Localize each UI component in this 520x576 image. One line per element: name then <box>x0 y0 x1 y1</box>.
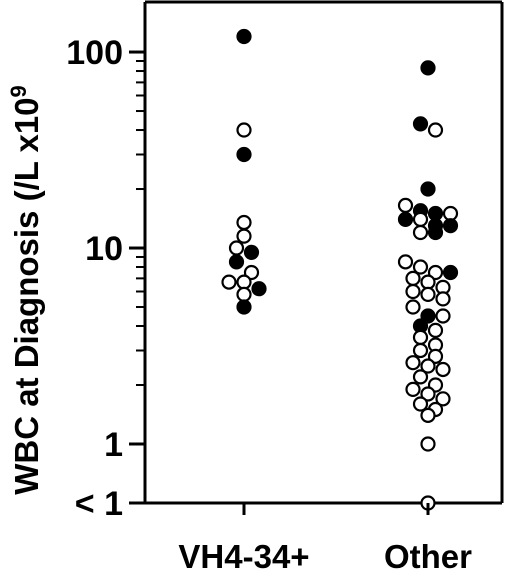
open-data-point <box>427 264 444 281</box>
x-category-label: VH4-34+ <box>178 538 309 575</box>
y-tick-label: 100 <box>66 34 123 72</box>
axes-group <box>143 0 504 505</box>
open-data-point <box>420 286 436 302</box>
filled-data-point <box>236 146 252 163</box>
open-data-point <box>435 291 451 307</box>
open-data-point <box>243 264 260 281</box>
filled-data-point <box>427 224 444 241</box>
open-data-point <box>420 436 436 452</box>
open-data-point <box>427 348 444 364</box>
open-data-point <box>427 322 444 338</box>
filled-data-point <box>236 28 252 45</box>
open-data-point <box>405 381 421 397</box>
open-data-point <box>405 299 421 315</box>
filled-data-point <box>442 264 459 281</box>
filled-data-point <box>420 308 436 324</box>
filled-data-point <box>442 218 459 234</box>
open-data-point <box>412 342 429 359</box>
open-data-point <box>405 355 421 371</box>
open-data-point <box>412 396 429 412</box>
open-data-point <box>427 122 444 138</box>
x-category-label: Other <box>384 538 472 575</box>
open-data-point <box>236 286 252 302</box>
filled-data-point <box>251 281 267 297</box>
y-axis-title: WBC at Diagnosis (/L x109 <box>6 85 45 495</box>
open-data-point <box>236 228 252 244</box>
open-data-point <box>236 122 252 138</box>
category-labels-group: VH4-34+ Other <box>178 503 472 575</box>
open-data-point <box>412 369 429 385</box>
markers-group <box>221 28 459 511</box>
open-data-point <box>397 197 414 213</box>
open-data-point <box>236 214 252 231</box>
filled-data-point <box>427 205 444 222</box>
open-data-point <box>435 361 451 378</box>
open-data-point <box>221 274 237 290</box>
filled-data-point <box>243 244 260 260</box>
filled-data-point <box>420 181 436 197</box>
open-data-point <box>397 254 414 270</box>
filled-data-point <box>228 254 245 270</box>
open-data-point <box>228 240 245 256</box>
open-data-point <box>442 205 459 222</box>
open-data-point <box>412 329 429 345</box>
open-data-point <box>405 283 421 300</box>
y-tick-label: 10 <box>85 230 123 268</box>
open-data-point <box>405 270 421 286</box>
open-data-point <box>420 407 436 423</box>
open-data-point <box>420 358 436 374</box>
y-tick-label: 1 <box>104 426 123 464</box>
open-data-point <box>435 391 451 407</box>
open-data-point <box>420 386 436 402</box>
filled-data-point <box>412 116 429 132</box>
y-tick-label: < 1 <box>75 485 123 523</box>
filled-data-point <box>420 60 436 76</box>
open-data-point <box>412 259 429 275</box>
filled-data-point <box>236 299 252 315</box>
open-data-point <box>420 274 436 290</box>
open-data-point <box>236 274 252 290</box>
open-data-point <box>412 211 429 227</box>
open-data-point <box>412 224 429 241</box>
filled-data-point <box>397 211 414 227</box>
open-data-point <box>435 308 451 324</box>
y-ticks-group: 100 10 1 < 1 <box>66 34 145 523</box>
